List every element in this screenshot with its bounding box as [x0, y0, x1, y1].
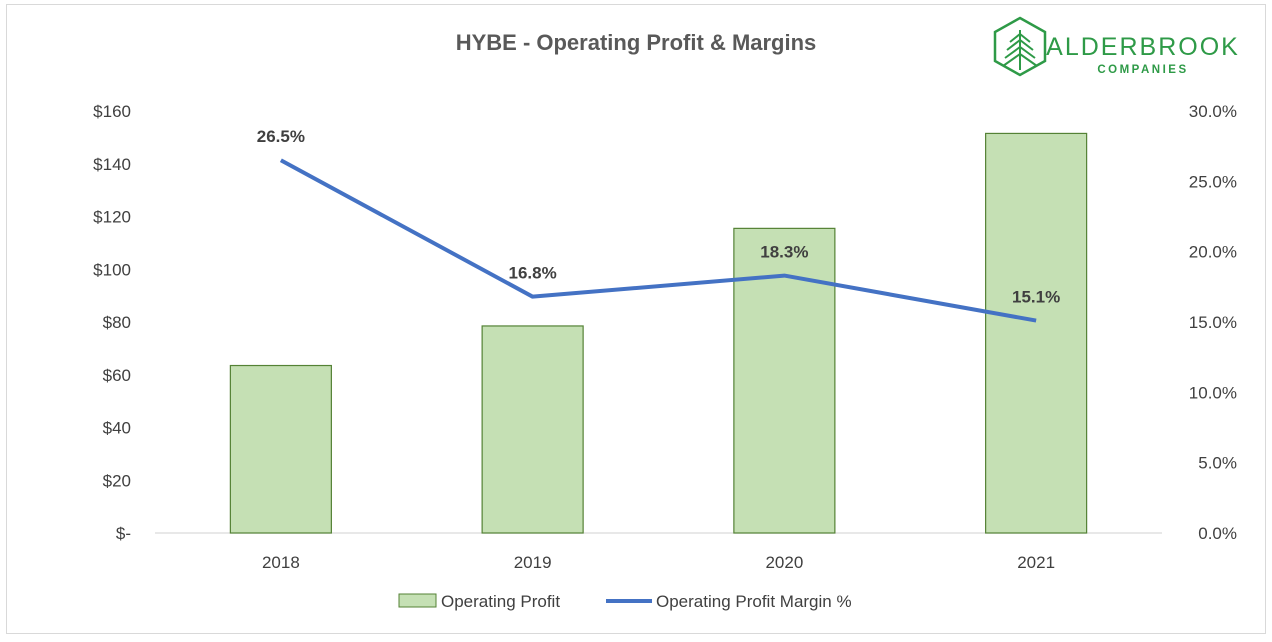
right-tick-label: 20.0% — [1189, 243, 1237, 262]
right-tick-label: 25.0% — [1189, 172, 1237, 191]
left-tick-label: $40 — [103, 419, 131, 438]
right-tick-label: 5.0% — [1198, 454, 1237, 473]
category-label: 2019 — [514, 553, 552, 572]
tree-icon-branches — [1002, 30, 1038, 70]
left-tick-label: $20 — [103, 471, 131, 490]
margin-line — [279, 158, 1037, 323]
tree-icon — [993, 16, 1047, 77]
bar-2021 — [985, 132, 1088, 534]
category-label: 2018 — [262, 553, 300, 572]
margin-data-label: 26.5% — [257, 127, 305, 146]
bar-2018 — [229, 364, 332, 534]
legend-label-margin: Operating Profit Margin % — [656, 592, 852, 611]
left-axis-ticks: $- $20 $40 $60 $80 $100 $120 $140 $160 — [93, 102, 131, 543]
left-tick-label: $140 — [93, 155, 131, 174]
category-label: 2021 — [1017, 553, 1055, 572]
bar-2020 — [733, 227, 836, 534]
margin-data-label: 16.8% — [509, 264, 557, 283]
right-axis-ticks: 0.0% 5.0% 10.0% 15.0% 20.0% 25.0% 30.0% — [1189, 102, 1237, 543]
left-tick-label: $80 — [103, 313, 131, 332]
legend-swatch-operating-profit — [398, 593, 437, 608]
chart-title: HYBE - Operating Profit & Margins — [455, 30, 817, 55]
logo-name: ALDERBROOK — [1046, 33, 1240, 61]
right-tick-label: 15.0% — [1189, 313, 1237, 332]
logo-tagline: COMPANIES — [1097, 64, 1188, 76]
legend-label-operating-profit: Operating Profit — [441, 592, 560, 611]
left-tick-label: $- — [116, 524, 131, 543]
bar-series — [229, 132, 1088, 534]
bar-2019 — [481, 325, 584, 534]
legend: Operating Profit Operating Profit Margin… — [398, 592, 852, 611]
margin-data-label: 15.1% — [1012, 288, 1060, 307]
left-tick-label: $120 — [93, 208, 131, 227]
right-tick-label: 10.0% — [1189, 383, 1237, 402]
right-tick-label: 30.0% — [1189, 102, 1237, 121]
left-tick-label: $100 — [93, 260, 131, 279]
margin-data-label: 18.3% — [760, 243, 808, 262]
right-tick-label: 0.0% — [1198, 524, 1237, 543]
category-label: 2020 — [765, 553, 803, 572]
left-tick-label: $60 — [103, 366, 131, 385]
category-labels: 2018 2019 2020 2021 — [262, 553, 1055, 572]
alderbrook-logo: ALDERBROOK COMPANIES — [993, 16, 1240, 77]
left-tick-label: $160 — [93, 102, 131, 121]
line-series: 26.5% 16.8% 18.3% 15.1% — [257, 127, 1060, 323]
